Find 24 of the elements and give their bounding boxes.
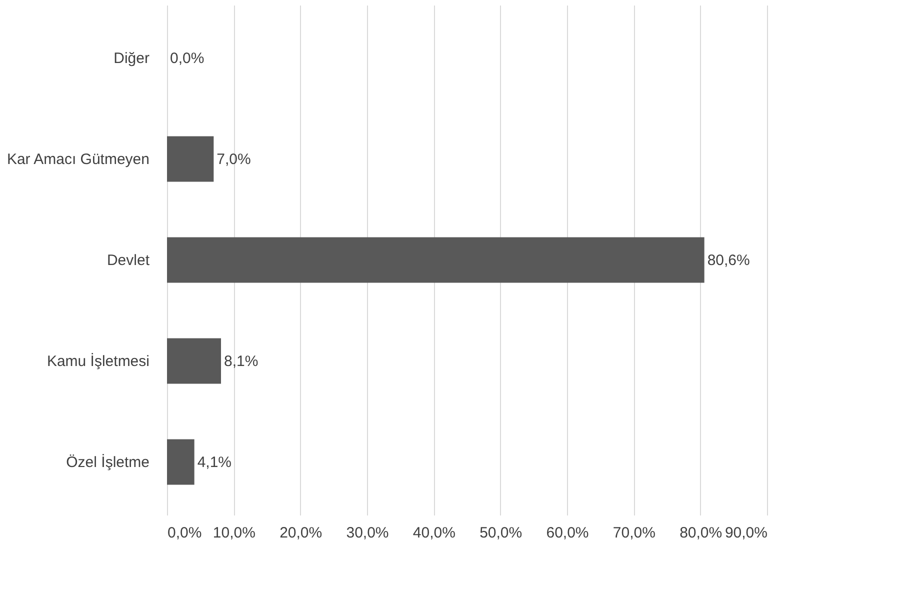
x-tick-label: 10,0% xyxy=(212,524,256,542)
x-tick-label: 50,0% xyxy=(480,524,522,542)
data-label: 80,6% xyxy=(707,252,750,269)
y-tick-label: Kar Amacı Gütmeyen xyxy=(6,151,150,168)
y-tick-label: Diğer xyxy=(114,50,150,68)
y-tick-label: Özel İşletme xyxy=(66,452,150,471)
y-tick-label: Devlet xyxy=(106,252,150,269)
x-tick-label: 90,0% xyxy=(724,524,768,542)
x-tick-label: 60,0% xyxy=(546,524,589,542)
data-label: 4,1% xyxy=(197,454,232,471)
x-tick-label: 30,0% xyxy=(346,524,389,542)
data-label: 7,0% xyxy=(216,151,251,168)
bar xyxy=(167,338,221,384)
bar xyxy=(167,439,194,485)
x-tick-label: 0,0% xyxy=(168,524,202,542)
x-tick-label: 40,0% xyxy=(412,524,456,542)
x-tick-label: 20,0% xyxy=(280,524,322,542)
x-tick-label: 80,0% xyxy=(680,524,722,542)
data-label: 0,0% xyxy=(170,50,204,68)
bar xyxy=(167,136,214,182)
y-tick-label: Kamu İşletmesi xyxy=(46,352,150,370)
data-label: 8,1% xyxy=(224,352,258,370)
bar xyxy=(167,237,704,283)
x-tick-label: 70,0% xyxy=(612,524,656,542)
